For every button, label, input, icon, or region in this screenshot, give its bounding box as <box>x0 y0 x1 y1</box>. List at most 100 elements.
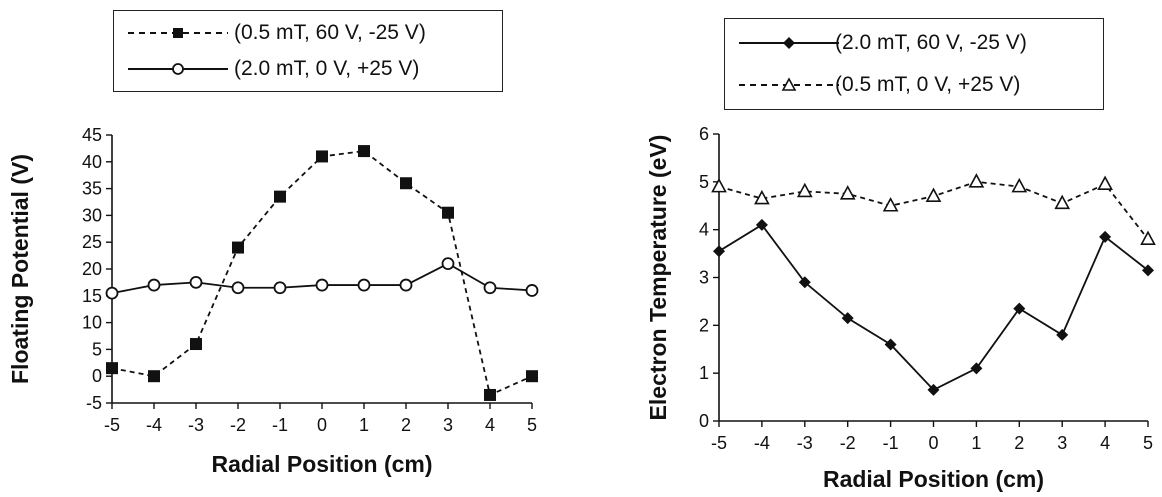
right-legend-entry-1: (2.0 mT, 60 V, -25 V) <box>725 29 1103 59</box>
data-point-triangle <box>754 189 770 205</box>
x-tick-label: -4 <box>754 433 770 453</box>
data-point-diamond <box>970 362 983 375</box>
x-axis-title: Radial Position (cm) <box>211 451 432 477</box>
x-tick-label: -2 <box>230 415 246 435</box>
legend-label: (2.0 mT, 60 V, -25 V) <box>835 31 1027 54</box>
data-point-diamond <box>841 312 854 325</box>
data-point-diamond <box>884 338 897 351</box>
y-tick-label: 0 <box>699 411 709 431</box>
x-tick-label: -5 <box>711 433 727 453</box>
x-tick-label: 1 <box>359 415 369 435</box>
y-tick-label: 35 <box>82 179 102 199</box>
y-tick-label: 15 <box>82 286 102 306</box>
legend-swatch-open-triangle <box>739 77 839 91</box>
x-tick-label: 4 <box>485 415 495 435</box>
x-tick-label: 4 <box>1100 433 1110 453</box>
left-legend: (0.5 mT, 60 V, -25 V) (2.0 mT, 0 V, +25 … <box>113 10 503 92</box>
x-tick-label: 3 <box>443 415 453 435</box>
x-tick-label: -3 <box>797 433 813 453</box>
legend-swatch-filled-square <box>128 28 228 38</box>
data-point-circle <box>315 278 329 292</box>
data-point-square <box>148 370 160 383</box>
y-tick-label: 40 <box>82 152 102 172</box>
data-point-triangle <box>882 197 899 212</box>
x-tick-label: 3 <box>1057 433 1067 453</box>
data-point-circle <box>147 278 161 292</box>
right-legend: (2.0 mT, 60 V, -25 V) (0.5 mT, 0 V, +25 … <box>724 18 1104 110</box>
legend-label: (0.5 mT, 0 V, +25 V) <box>835 73 1021 96</box>
data-point-diamond <box>1013 302 1026 315</box>
x-tick-label: -1 <box>272 415 288 435</box>
x-tick-label: 0 <box>317 415 327 435</box>
x-tick-label: -5 <box>104 415 120 435</box>
y-tick-label: -5 <box>86 393 102 413</box>
x-tick-label: 5 <box>1143 433 1153 453</box>
right-legend-entry-2: (0.5 mT, 0 V, +25 V) <box>725 71 1103 101</box>
data-point-square <box>442 206 454 219</box>
y-axis-title: Floating Potential (V) <box>7 154 33 384</box>
y-tick-label: 30 <box>82 205 102 225</box>
data-point-triangle <box>839 185 856 200</box>
data-point-diamond <box>798 276 811 289</box>
left-legend-entry-2: (2.0 mT, 0 V, +25 V) <box>114 55 502 85</box>
y-tick-label: 5 <box>699 172 709 192</box>
data-point-circle <box>231 281 245 295</box>
data-point-square <box>526 370 538 383</box>
data-point-triangle <box>796 182 813 198</box>
data-point-circle <box>357 278 371 292</box>
data-point-circle <box>399 278 413 292</box>
x-tick-label: -1 <box>883 433 899 453</box>
x-tick-label: 1 <box>971 433 981 453</box>
data-point-circle <box>189 275 203 289</box>
y-tick-label: 25 <box>82 232 102 252</box>
data-point-circle <box>483 281 497 295</box>
x-tick-label: 2 <box>401 415 411 435</box>
y-axis-title: Electron Temperature (eV) <box>645 135 671 421</box>
data-point-diamond <box>1142 264 1154 277</box>
y-tick-label: 0 <box>92 366 102 386</box>
y-tick-label: 6 <box>699 124 709 144</box>
data-point-square <box>400 177 412 190</box>
x-tick-label: 0 <box>928 433 938 453</box>
y-tick-label: 20 <box>82 259 102 279</box>
data-point-square <box>232 241 244 254</box>
x-tick-label: -4 <box>146 415 162 435</box>
y-tick-label: 10 <box>82 313 102 333</box>
y-tick-label: 5 <box>92 339 102 359</box>
data-point-square <box>106 362 118 375</box>
data-point-triangle <box>711 177 727 193</box>
series-line <box>111 150 533 397</box>
data-point-square <box>484 388 496 401</box>
legend-swatch-open-circle <box>128 63 228 75</box>
data-point-triangle <box>968 173 985 188</box>
left-legend-entry-1: (0.5 mT, 60 V, -25 V) <box>114 19 502 49</box>
data-point-circle <box>441 257 455 271</box>
data-point-diamond <box>927 383 940 396</box>
data-point-triangle <box>1011 177 1028 193</box>
data-point-triangle <box>1054 194 1071 210</box>
y-tick-label: 3 <box>699 268 709 288</box>
legend-label: (0.5 mT, 60 V, -25 V) <box>234 21 426 44</box>
legend-swatch-filled-diamond <box>739 37 839 49</box>
x-axis-title: Radial Position (cm) <box>823 466 1044 492</box>
data-point-triangle <box>1140 230 1156 246</box>
data-point-diamond <box>1056 328 1069 341</box>
data-point-diamond <box>713 245 725 258</box>
y-tick-label: 1 <box>699 363 709 383</box>
y-tick-label: 4 <box>699 220 709 240</box>
data-point-diamond <box>1099 230 1112 243</box>
data-point-circle <box>273 281 287 295</box>
y-tick-label: 2 <box>699 315 709 335</box>
data-point-square <box>190 338 202 351</box>
data-point-square <box>316 150 328 163</box>
data-point-triangle <box>1097 175 1113 191</box>
electron-temperature-chart: 0 1 2 3 4 5 6 -5 -4 -3 -2 -1 0 1 2 3 4 5 Radial Position (… <box>645 124 1156 492</box>
data-point-circle <box>105 286 119 300</box>
x-tick-label: -2 <box>840 433 856 453</box>
data-point-square <box>274 190 286 203</box>
x-tick-label: -3 <box>188 415 204 435</box>
data-point-circle <box>525 284 539 297</box>
data-point-triangle <box>925 187 942 202</box>
data-point-diamond <box>755 218 768 231</box>
